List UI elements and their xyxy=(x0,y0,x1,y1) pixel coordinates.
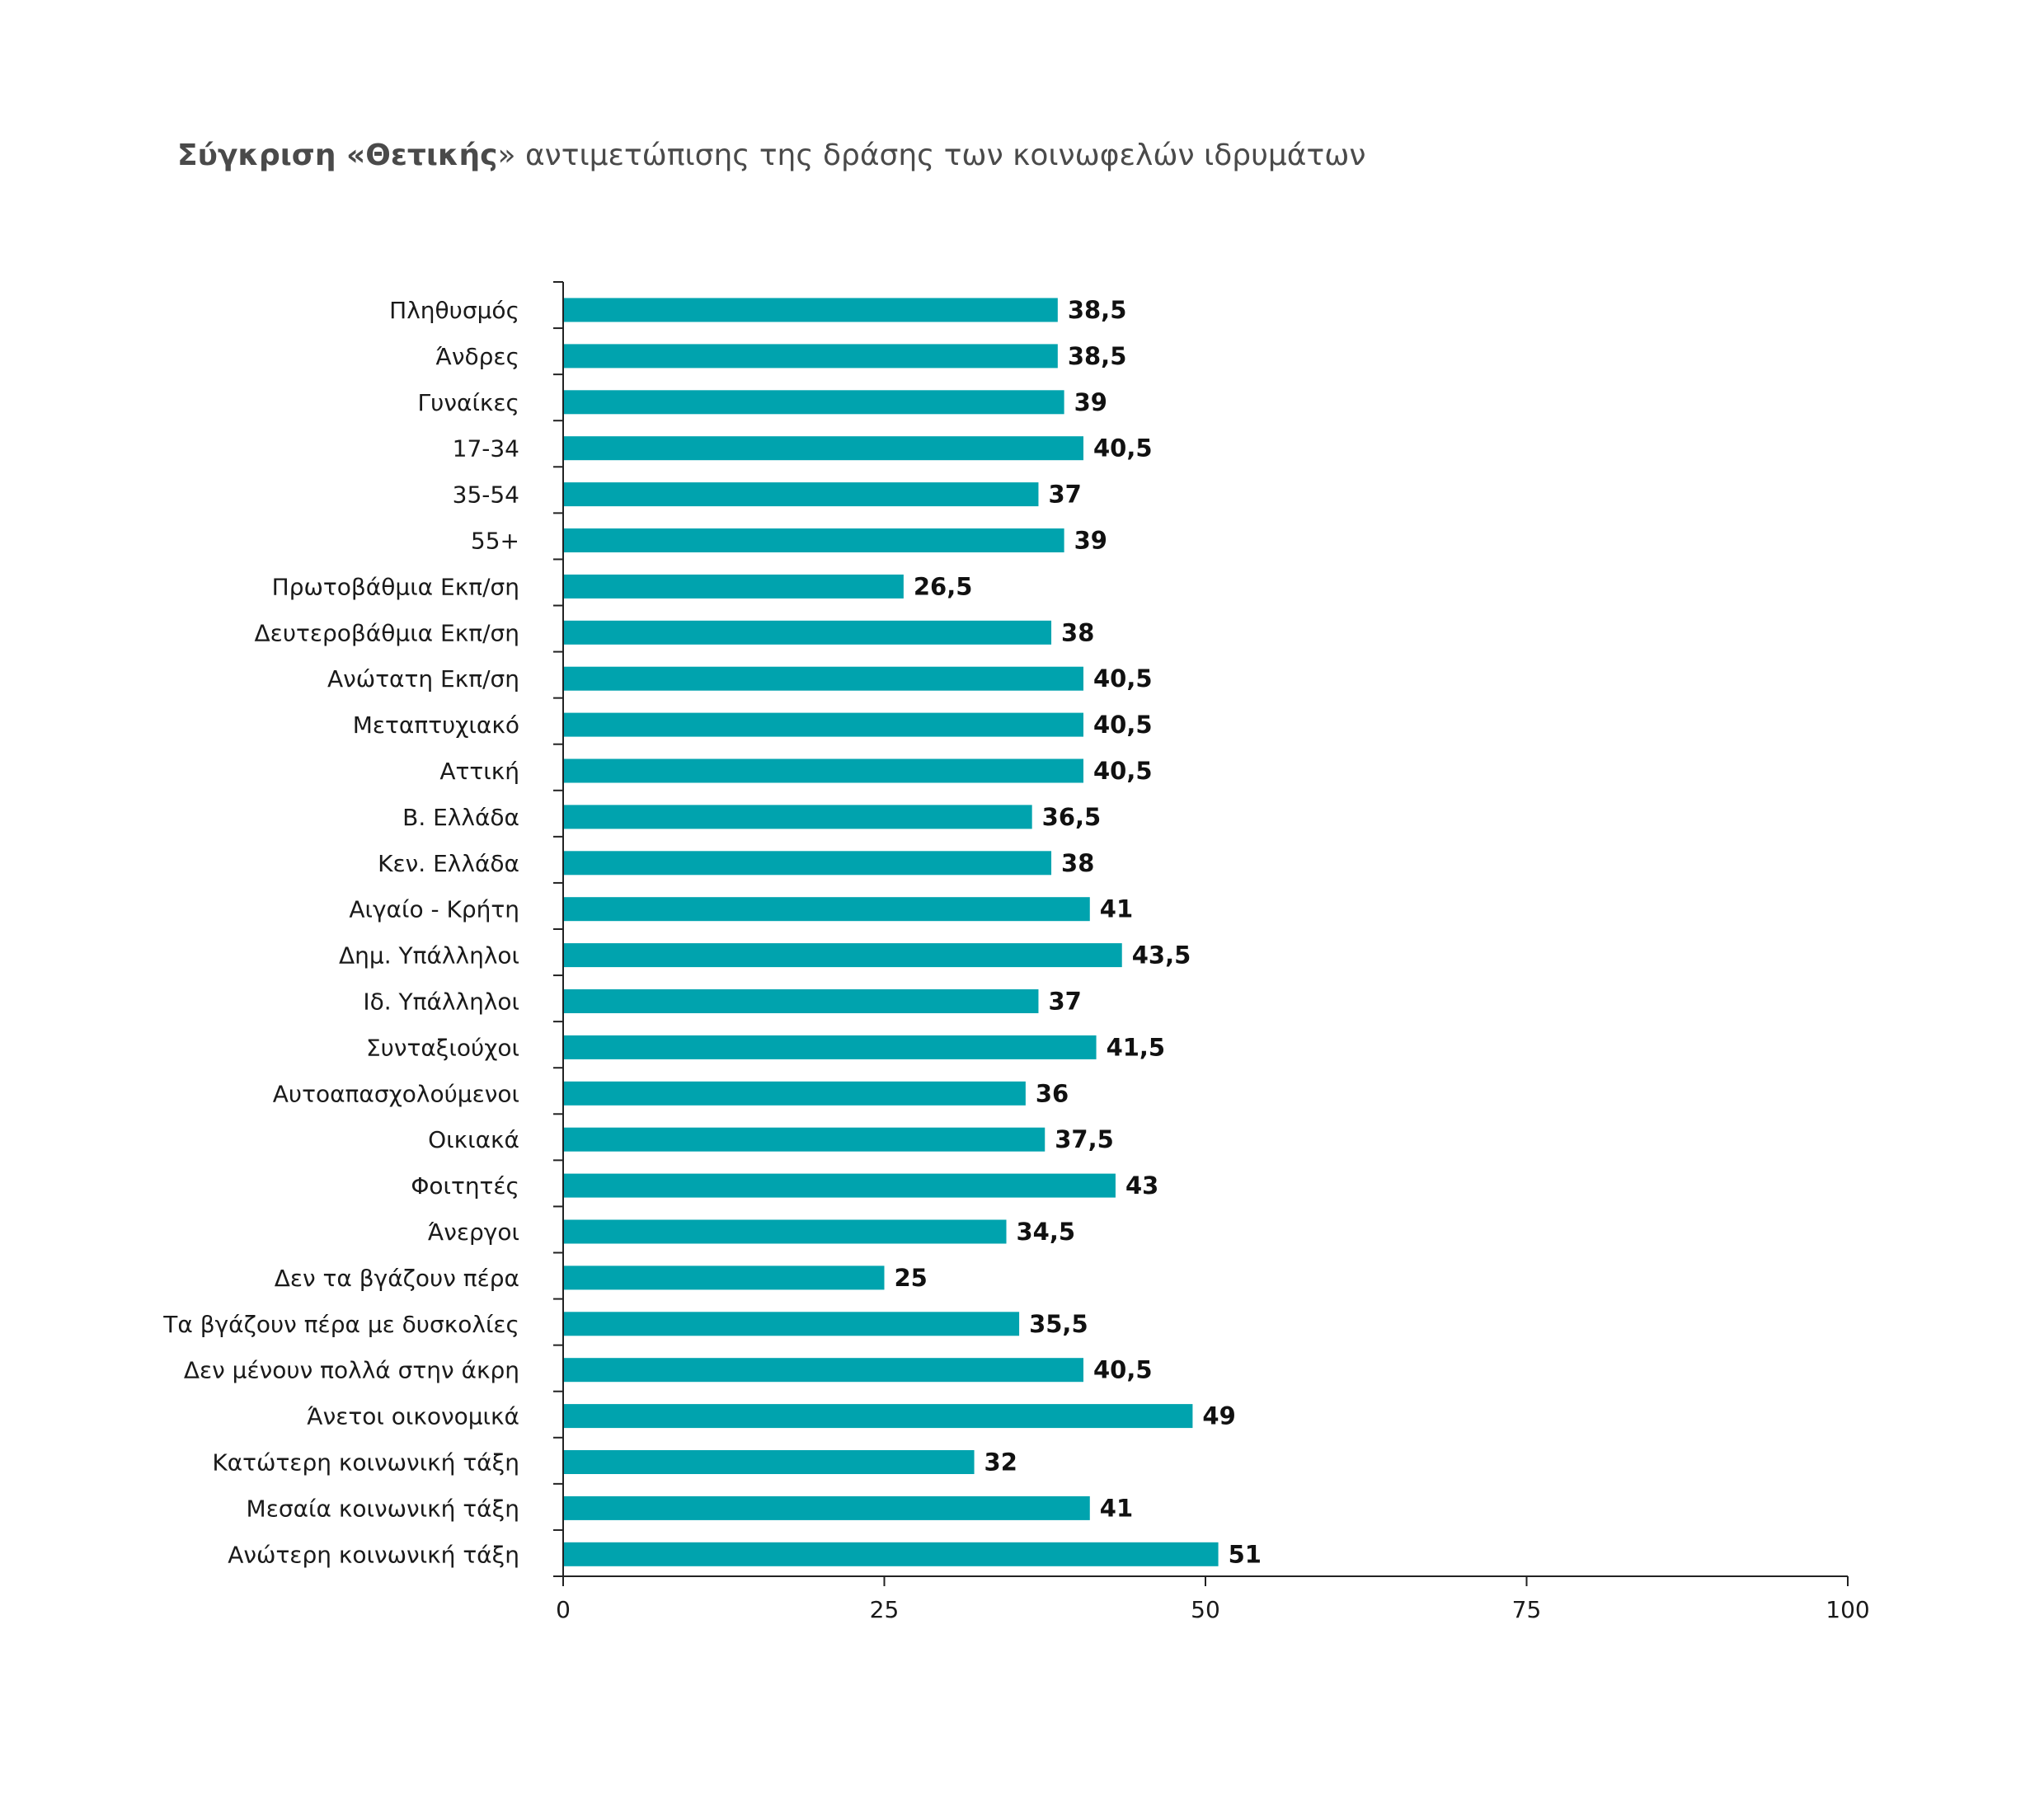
bar xyxy=(563,1450,975,1474)
category-label: 35-54 xyxy=(453,481,519,509)
bar xyxy=(563,574,904,599)
category-label: Ανώτατη Εκπ/ση xyxy=(327,665,519,693)
value-label: 40,5 xyxy=(1093,757,1153,785)
bar xyxy=(563,482,1039,507)
value-label: 43,5 xyxy=(1132,941,1191,970)
value-label: 38,5 xyxy=(1068,342,1127,370)
value-label: 41 xyxy=(1100,1494,1133,1522)
bar xyxy=(563,1127,1045,1152)
bar xyxy=(563,298,1058,322)
value-label: 37 xyxy=(1048,988,1081,1016)
category-label: Ανώτερη κοινωνική τάξη xyxy=(228,1541,519,1568)
value-label: 38 xyxy=(1061,849,1094,877)
bar xyxy=(563,344,1058,369)
category-label: Τα βγάζουν πέρα με δυσκολίες xyxy=(162,1311,519,1338)
x-tick-label: 100 xyxy=(1826,1596,1869,1623)
category-label: Αυτοαπασχολούμενοι xyxy=(273,1080,519,1107)
chart-title-emphasis: Θετικής xyxy=(365,139,498,172)
value-label: 26,5 xyxy=(914,572,973,600)
bar xyxy=(563,851,1052,876)
category-label: Άνεργοι xyxy=(428,1218,519,1246)
bar xyxy=(563,436,1083,461)
value-label: 38,5 xyxy=(1068,296,1127,324)
category-label: Πρωτοβάθμια Εκπ/ση xyxy=(272,573,519,600)
bar xyxy=(563,620,1052,645)
bar xyxy=(563,1081,1026,1106)
category-label: Αιγαίο - Κρήτη xyxy=(349,896,519,923)
bar xyxy=(563,1312,1020,1336)
category-label: 17-34 xyxy=(453,435,519,462)
bar xyxy=(563,1404,1193,1429)
category-label: Β. Ελλάδα xyxy=(402,804,519,831)
chart-title-post: » αντιμετώπισης της δράσης των κοινωφελώ… xyxy=(497,139,1366,172)
value-label: 25 xyxy=(895,1264,928,1292)
value-label: 40,5 xyxy=(1093,1356,1153,1384)
value-label: 37,5 xyxy=(1055,1125,1114,1153)
bar xyxy=(563,1035,1097,1059)
bar xyxy=(563,989,1039,1013)
bar xyxy=(563,666,1083,691)
value-label: 41 xyxy=(1100,895,1133,923)
category-label: Μεσαία κοινωνική τάξη xyxy=(247,1495,519,1522)
category-label: Αττική xyxy=(439,758,519,785)
value-label: 39 xyxy=(1074,388,1107,416)
value-label: 32 xyxy=(984,1449,1017,1477)
category-label: Οικιακά xyxy=(428,1126,519,1153)
bar xyxy=(563,1495,1090,1520)
category-label: Κεν. Ελλάδα xyxy=(378,850,519,877)
category-label: Γυναίκες xyxy=(418,389,519,416)
bar xyxy=(563,1173,1116,1198)
value-label: 39 xyxy=(1074,527,1107,555)
category-label: Ιδ. Υπάλληλοι xyxy=(363,988,519,1016)
x-tick-label: 25 xyxy=(870,1596,900,1623)
value-label: 49 xyxy=(1202,1402,1235,1430)
bar xyxy=(563,897,1090,922)
bar xyxy=(563,1219,1007,1244)
bar xyxy=(563,712,1083,737)
value-label: 38 xyxy=(1061,618,1094,646)
category-label: Πληθυσμός xyxy=(389,297,519,324)
value-label: 35,5 xyxy=(1029,1310,1088,1338)
value-label: 43 xyxy=(1125,1171,1158,1200)
value-label: 34,5 xyxy=(1017,1218,1076,1246)
x-tick-label: 0 xyxy=(556,1596,571,1623)
category-label: Κατώτερη κοινωνική τάξη xyxy=(212,1449,519,1477)
value-label: 41,5 xyxy=(1107,1033,1166,1061)
value-label: 40,5 xyxy=(1093,664,1153,693)
bar xyxy=(563,758,1083,783)
category-label: Φοιτητές xyxy=(411,1172,519,1200)
bar xyxy=(563,1358,1083,1383)
bar xyxy=(563,943,1122,968)
bar xyxy=(563,1265,885,1290)
value-label: 36,5 xyxy=(1042,803,1102,831)
category-label: Δεν μένουν πολλά στην άκρη xyxy=(184,1357,519,1384)
value-label: 37 xyxy=(1048,481,1081,509)
x-tick-label: 75 xyxy=(1512,1596,1542,1623)
category-label: Δευτεροβάθμια Εκπ/ση xyxy=(255,619,519,646)
bars-layer: Πληθυσμός 38,5 Άνδρες 38,5 Γυναίκες 39 17-34 40… xyxy=(162,296,1262,1568)
bar xyxy=(563,528,1064,552)
category-label: Δεν τα βγάζουν πέρα xyxy=(275,1265,519,1292)
chart-title-pre: Σύγκριση « xyxy=(177,139,366,172)
category-label: Δημ. Υπάλληλοι xyxy=(339,942,519,970)
category-label: Συνταξιούχοι xyxy=(366,1034,519,1061)
category-label: Άνετοι οικονομικά xyxy=(307,1403,519,1430)
value-label: 51 xyxy=(1229,1540,1262,1568)
chart-title: Σύγκριση «Θετικής» αντιμετώπισης της δρά… xyxy=(177,139,1365,172)
value-label: 40,5 xyxy=(1093,434,1153,462)
bar xyxy=(563,805,1032,829)
value-label: 40,5 xyxy=(1093,711,1153,739)
value-label: 36 xyxy=(1036,1079,1069,1107)
category-label: Μεταπτυχιακό xyxy=(353,711,519,739)
category-label: 55+ xyxy=(471,528,519,555)
bar xyxy=(563,1542,1219,1566)
category-label: Άνδρες xyxy=(436,343,520,370)
x-tick-label: 50 xyxy=(1191,1596,1220,1623)
axes-layer: 0 25 50 75 100 xyxy=(553,281,1870,1623)
bar xyxy=(563,390,1064,415)
